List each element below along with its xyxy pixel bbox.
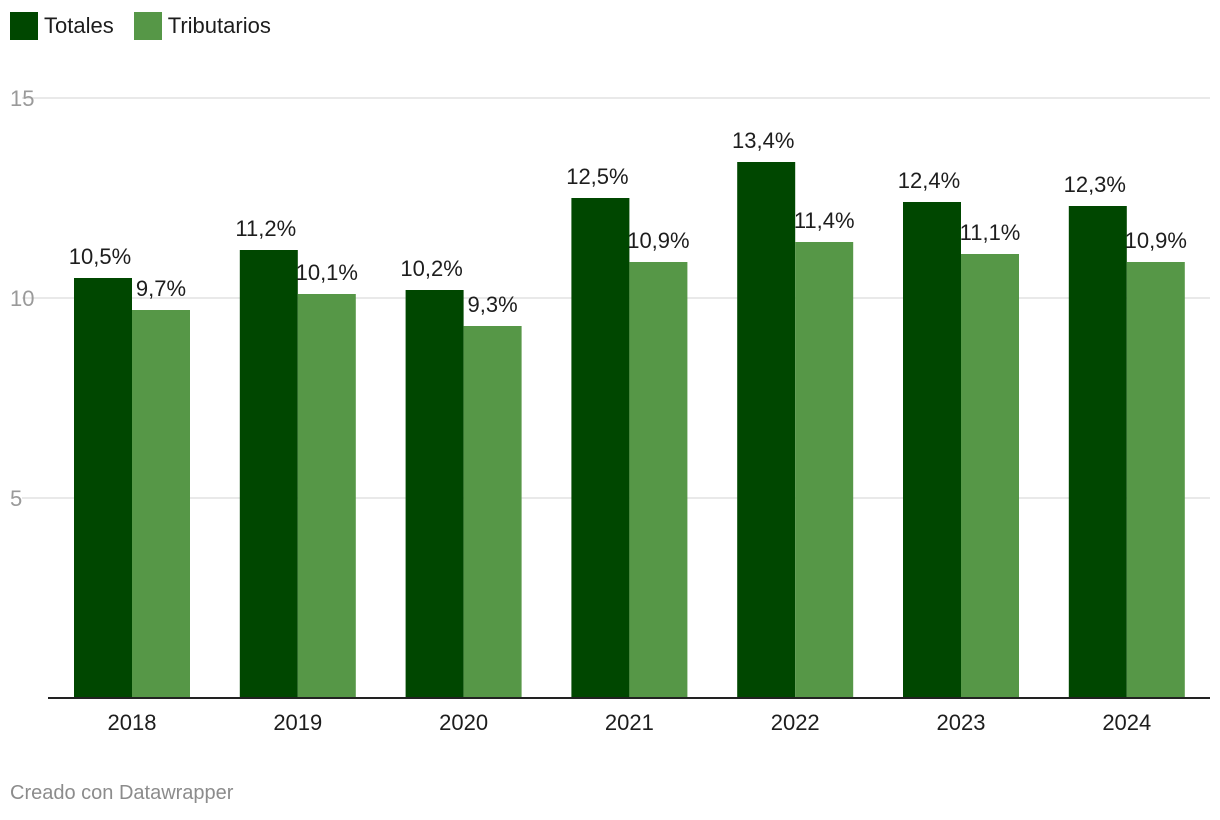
data-label-tributarios-2023: 11,1% <box>960 220 1021 245</box>
data-label-tributarios-2024: 10,9% <box>1125 228 1187 253</box>
footer-credit: Creado con Datawrapper <box>10 782 234 804</box>
x-tick-label-2022: 2022 <box>771 710 820 735</box>
bar-tributarios-2023 <box>961 254 1019 698</box>
bar-totales-2024 <box>1068 206 1127 698</box>
bar-tributarios-2021 <box>629 262 688 698</box>
bar-totales-2018 <box>74 278 132 698</box>
data-label-tributarios-2022: 11,4% <box>794 208 855 233</box>
bar-tributarios-2020 <box>463 326 522 698</box>
data-label-totales-2024: 12,3% <box>1064 172 1126 197</box>
legend: Totales Tributarios <box>10 12 291 40</box>
bar-totales-2019 <box>239 250 298 698</box>
x-tick-label-2021: 2021 <box>605 710 654 735</box>
bar-totales-2021 <box>571 198 630 698</box>
bar-totales-2023 <box>903 202 961 698</box>
data-label-totales-2021: 12,5% <box>566 164 628 189</box>
legend-item-tributarios[interactable]: Tributarios <box>133 12 271 40</box>
y-tick-label-10: 10 <box>10 286 34 311</box>
x-tick-label-2018: 2018 <box>108 710 157 735</box>
data-label-tributarios-2020: 9,3% <box>468 292 518 317</box>
data-label-totales-2023: 12,4% <box>898 168 960 193</box>
x-tick-label-2023: 2023 <box>937 710 986 735</box>
legend-swatch-tributarios <box>133 12 162 40</box>
x-tick-label-2024: 2024 <box>1102 710 1151 735</box>
legend-item-totales[interactable]: Totales <box>10 12 114 40</box>
bar-tributarios-2022 <box>795 242 854 698</box>
legend-swatch-totales <box>10 12 38 40</box>
legend-label-totales: Totales <box>44 13 114 38</box>
bar-totales-2020 <box>405 290 464 698</box>
data-label-totales-2018: 10,5% <box>69 244 131 269</box>
data-label-totales-2020: 10,2% <box>400 256 462 281</box>
legend-label-tributarios: Tributarios <box>167 13 271 38</box>
y-tick-label-15: 15 <box>10 86 34 111</box>
data-label-tributarios-2018: 9,7% <box>136 276 186 301</box>
bar-tributarios-2018 <box>132 310 190 698</box>
bar-tributarios-2024 <box>1126 262 1185 698</box>
x-tick-label-2020: 2020 <box>439 710 488 735</box>
data-label-tributarios-2021: 10,9% <box>627 228 689 253</box>
y-tick-label-5: 5 <box>10 486 22 511</box>
bar-totales-2022 <box>737 162 796 698</box>
x-tick-label-2019: 2019 <box>273 710 322 735</box>
data-label-totales-2022: 13,4% <box>732 128 794 153</box>
bar-tributarios-2019 <box>297 294 356 698</box>
data-label-tributarios-2019: 10,1% <box>296 260 358 285</box>
data-label-totales-2019: 11,2% <box>235 216 296 241</box>
